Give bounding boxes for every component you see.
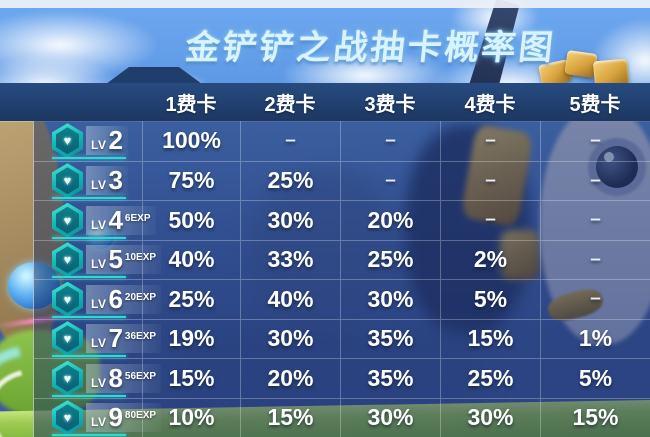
- probability-cell: 2%: [440, 239, 540, 279]
- crest-glyph: ♥: [63, 370, 72, 386]
- crest-glyph: ♥: [63, 133, 72, 149]
- empty-cell: –: [540, 160, 650, 200]
- hex-crest-icon: ♥: [52, 242, 83, 278]
- empty-cell: –: [440, 160, 540, 200]
- probability-cell: 20%: [340, 200, 440, 240]
- probability-cell: 25%: [142, 279, 240, 319]
- probability-cell: 10%: [142, 397, 240, 437]
- page-title: 金铲铲之战抽卡概率图: [183, 29, 558, 67]
- level-cell: ♥ LV 7 36EXP: [34, 318, 162, 359]
- probability-cell: 15%: [142, 358, 240, 398]
- level-badge: ♥ LV 2: [52, 123, 128, 160]
- probability-cell: 25%: [340, 239, 440, 279]
- level-label: LV 7 36EXP: [86, 324, 162, 354]
- probability-cell: 35%: [340, 358, 440, 398]
- level-badge: ♥ LV 4 6EXP: [52, 202, 156, 239]
- probability-cell: 75%: [142, 160, 240, 200]
- probability-cell: 33%: [240, 239, 340, 279]
- probability-cell: 15%: [240, 397, 340, 437]
- probability-cell: 1%: [540, 318, 650, 358]
- empty-cell: –: [240, 121, 340, 161]
- exp-label: 56EXP: [124, 370, 157, 382]
- crest-glyph: ♥: [63, 291, 72, 307]
- level-label: LV 8 56EXP: [86, 363, 162, 393]
- column-header: 5费卡: [569, 93, 621, 116]
- table-body: ♥ LV 2 100% – – – – ♥ LV 3 75% 25% – – – ♥ LV 4 6EXP…: [33, 121, 650, 437]
- hex-crest-icon: ♥: [52, 123, 83, 159]
- probability-cell: 30%: [240, 200, 340, 240]
- level-label: LV 3: [86, 166, 128, 196]
- level-badge: ♥ LV 9 80EXP: [52, 400, 162, 437]
- level-cell: ♥ LV 8 56EXP: [34, 358, 162, 398]
- probability-cell: 30%: [340, 397, 440, 437]
- empty-cell: –: [540, 279, 650, 319]
- hex-crest-icon: ♥: [52, 360, 83, 396]
- crest-glyph: ♥: [63, 212, 72, 228]
- level-cell: ♥ LV 4 6EXP: [34, 200, 156, 240]
- crest-glyph: ♥: [63, 252, 72, 268]
- hex-crest-icon: ♥: [52, 202, 83, 238]
- probability-cell: 35%: [340, 318, 440, 358]
- probability-cell: 25%: [240, 160, 340, 200]
- level-badge: ♥ LV 7 36EXP: [52, 321, 162, 358]
- probability-cell: 30%: [440, 397, 540, 437]
- probability-cell: 30%: [240, 318, 340, 358]
- column-header: 2费卡: [264, 93, 316, 116]
- empty-cell: –: [440, 200, 540, 240]
- level-cell: ♥ LV 2: [34, 121, 142, 161]
- header-tab-decoration: [106, 67, 202, 84]
- level-cell: ♥ LV 6 20EXP: [34, 279, 162, 319]
- crest-glyph: ♥: [63, 331, 72, 347]
- probability-cell: 19%: [142, 318, 240, 358]
- exp-label: 10EXP: [124, 252, 157, 264]
- level-cell: ♥ LV 5 10EXP: [34, 239, 162, 280]
- level-label: LV 2: [86, 126, 128, 156]
- probability-cell: 50%: [142, 200, 240, 240]
- probability-cell: 20%: [240, 358, 340, 398]
- level-badge: ♥ LV 5 10EXP: [52, 242, 162, 279]
- column-header: 4费卡: [464, 93, 516, 116]
- level-label: LV 5 10EXP: [86, 245, 162, 275]
- level-label: LV 6 20EXP: [86, 284, 162, 314]
- level-label: LV 4 6EXP: [86, 205, 156, 235]
- probability-cell: 15%: [540, 397, 650, 437]
- empty-cell: –: [340, 160, 440, 200]
- header-corner: [0, 83, 142, 121]
- level-cell: ♥ LV 9 80EXP: [34, 397, 162, 437]
- column-header: 3费卡: [364, 93, 416, 116]
- probability-cell: 100%: [142, 121, 240, 161]
- hex-crest-icon: ♥: [52, 281, 83, 317]
- exp-label: 80EXP: [124, 410, 157, 422]
- probability-cell: 25%: [440, 358, 540, 398]
- hex-crest-icon: ♥: [52, 163, 83, 199]
- empty-cell: –: [440, 121, 540, 161]
- level-badge: ♥ LV 6 20EXP: [52, 281, 162, 318]
- level-cell: ♥ LV 3: [34, 160, 142, 201]
- crest-glyph: ♥: [63, 410, 72, 426]
- exp-label: 36EXP: [124, 331, 157, 343]
- exp-label: 6EXP: [124, 212, 151, 224]
- empty-cell: –: [340, 121, 440, 161]
- empty-cell: –: [540, 239, 650, 279]
- probability-cell: 15%: [440, 318, 540, 358]
- level-label: LV 9 80EXP: [86, 403, 162, 433]
- probability-cell: 5%: [540, 358, 650, 398]
- probability-cell: 30%: [340, 279, 440, 319]
- probability-cell: 5%: [440, 279, 540, 319]
- empty-cell: –: [540, 121, 650, 161]
- probability-cell: 40%: [142, 239, 240, 279]
- level-badge: ♥ LV 3: [52, 163, 128, 200]
- hex-crest-icon: ♥: [52, 321, 83, 357]
- crest-glyph: ♥: [63, 173, 72, 189]
- level-badge: ♥ LV 8 56EXP: [52, 360, 162, 397]
- top-border-strip: [0, 0, 650, 8]
- exp-label: 20EXP: [124, 291, 157, 303]
- probability-cell: 40%: [240, 279, 340, 319]
- table-header-row: 1费卡 2费卡 3费卡 4费卡 5费卡: [0, 83, 650, 121]
- column-header: 1费卡: [165, 93, 217, 116]
- empty-cell: –: [540, 200, 650, 240]
- hex-crest-icon: ♥: [52, 400, 83, 436]
